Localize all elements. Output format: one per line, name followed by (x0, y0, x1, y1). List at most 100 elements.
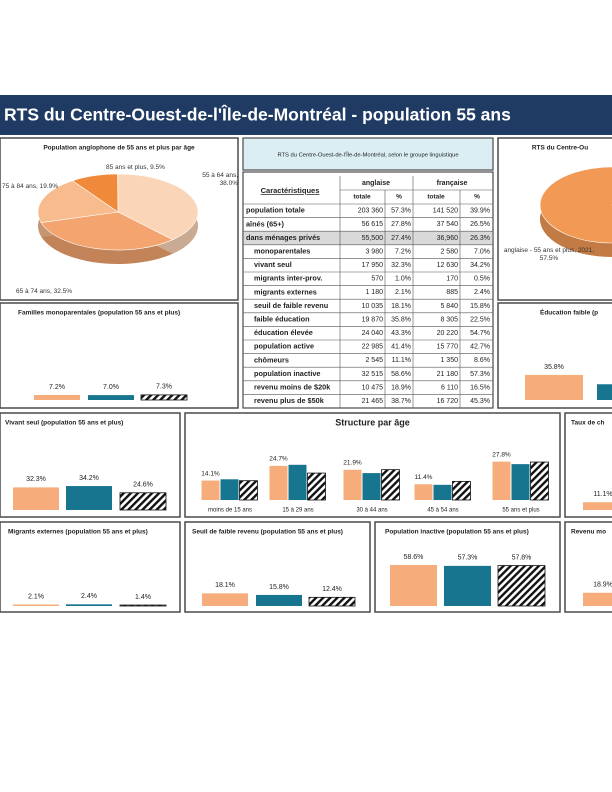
row-label: population inactive (254, 369, 321, 378)
chart-title: Vivant seul (population 55 ans et plus) (5, 420, 123, 427)
table-header: Caractéristiques (261, 186, 320, 195)
value-label: 7.0% (103, 384, 119, 391)
label-box: 75 à 84 ans, 19.9% (2, 183, 58, 190)
bar (583, 592, 612, 606)
bar (88, 395, 134, 400)
value-label: 24.6% (133, 482, 153, 489)
bar (511, 464, 530, 500)
row-label: migrants externes (254, 287, 317, 296)
table-cell: 24 040 (362, 330, 384, 337)
chart-title: Population inactive (population 55 ans e… (385, 529, 529, 536)
bar (530, 461, 549, 501)
bar (202, 593, 248, 606)
bar (452, 480, 471, 501)
table-cell: 885 (446, 289, 458, 296)
table-cell: 2 580 (440, 248, 458, 255)
value-label: 15.8% (269, 584, 289, 591)
table-subheader: % (396, 194, 402, 201)
bar (288, 464, 307, 500)
table-title: RTS du Centre-Ouest-de-l'Île-de-Montréal… (277, 152, 458, 159)
table-header: anglaise (362, 180, 390, 187)
bar (201, 480, 220, 500)
bar (307, 472, 326, 501)
table-cell: 21 465 (362, 398, 384, 405)
table-cell: 26.3% (470, 235, 490, 242)
page-title: RTS du Centre-Ouest-de-l'Île-de-Montréal… (4, 104, 511, 125)
table-cell: 1 350 (440, 357, 458, 364)
table-cell: 42.7% (470, 344, 490, 351)
table-cell: 55,500 (362, 235, 384, 242)
pie-label: 55 à 64 ans, 38.0% (202, 172, 238, 188)
bar (343, 469, 362, 500)
chart-title: Structure par âge (335, 417, 410, 427)
table-cell: 18.1% (391, 303, 411, 310)
x-tick-label: moins de 15 ans (208, 508, 252, 514)
row-label: revenu moins de $20k (254, 383, 331, 392)
value-label: 18.9% (593, 582, 612, 589)
value-label: 11.1% (593, 491, 612, 498)
label-box: 85 ans et plus, 9.5% (106, 164, 165, 171)
table-cell: 1.0% (395, 276, 411, 283)
title-banner (0, 95, 612, 135)
x-tick-label: 15 à 29 ans (282, 508, 313, 514)
table-subheader: totale (353, 194, 371, 201)
value-label: 2.1% (28, 593, 44, 600)
bar (13, 604, 59, 606)
table-cell: 1 180 (365, 289, 383, 296)
table-cell: 45.3% (470, 398, 490, 405)
value-label: 57.8% (512, 554, 532, 561)
row-label: population active (254, 342, 314, 351)
bar (269, 465, 288, 500)
value-label: 12.4% (322, 586, 342, 593)
row-label: aînés (65+) (246, 219, 284, 228)
bar (381, 469, 400, 501)
table-cell: 2.1% (395, 289, 411, 296)
value-label: 35.8% (544, 364, 564, 371)
bar (414, 484, 433, 500)
value-label: 7.2% (49, 384, 65, 391)
label-box: 65 à 74 ans, 32.5% (16, 288, 73, 295)
table-cell: 16.5% (470, 384, 490, 391)
value-label: 1.4% (135, 594, 151, 601)
table-cell: 17 950 (362, 262, 384, 269)
table-cell: 32 515 (362, 371, 384, 378)
bar (583, 502, 612, 510)
bar (239, 480, 258, 501)
table-cell: 15.8% (470, 303, 490, 310)
table-cell: 57.3% (470, 371, 490, 378)
table-cell: 12 630 (437, 262, 459, 269)
bar (119, 492, 167, 511)
chart-title: Migrants externes (population 55 ans et … (8, 529, 148, 536)
row-label: éducation élevée (254, 328, 313, 337)
bar (308, 596, 356, 607)
panel (0, 302, 239, 409)
bar (497, 565, 546, 607)
chart-title: Familles monoparentales (population 55 a… (18, 310, 180, 317)
table-cell: 16 720 (437, 398, 459, 405)
value-label: 58.6% (404, 554, 424, 561)
bar (119, 604, 167, 607)
table-cell: 10 475 (362, 384, 384, 391)
pie-label: 65 à 74 ans, 32.5% (16, 288, 73, 295)
table-cell: 18.9% (391, 384, 411, 391)
table-cell: 7.0% (474, 248, 490, 255)
table-cell: 15 770 (437, 344, 459, 351)
table-cell: 19 870 (362, 316, 384, 323)
panel (0, 521, 181, 613)
row-label: faible éducation (254, 315, 310, 324)
table-cell: 41.4% (391, 344, 411, 351)
bar (13, 487, 59, 510)
table-cell: 3 980 (365, 248, 383, 255)
chart-title: Seuil de faible revenu (population 55 an… (192, 529, 343, 536)
pie-slice (117, 173, 199, 241)
bar (433, 484, 452, 500)
bar (220, 479, 239, 500)
pie-slice (40, 211, 174, 251)
table-cell: 27.8% (391, 221, 411, 228)
value-label: 2.4% (81, 593, 97, 600)
value-label: 11.4% (415, 474, 433, 481)
table-cell: 2.4% (474, 289, 490, 296)
table-cell: 35.8% (391, 316, 411, 323)
